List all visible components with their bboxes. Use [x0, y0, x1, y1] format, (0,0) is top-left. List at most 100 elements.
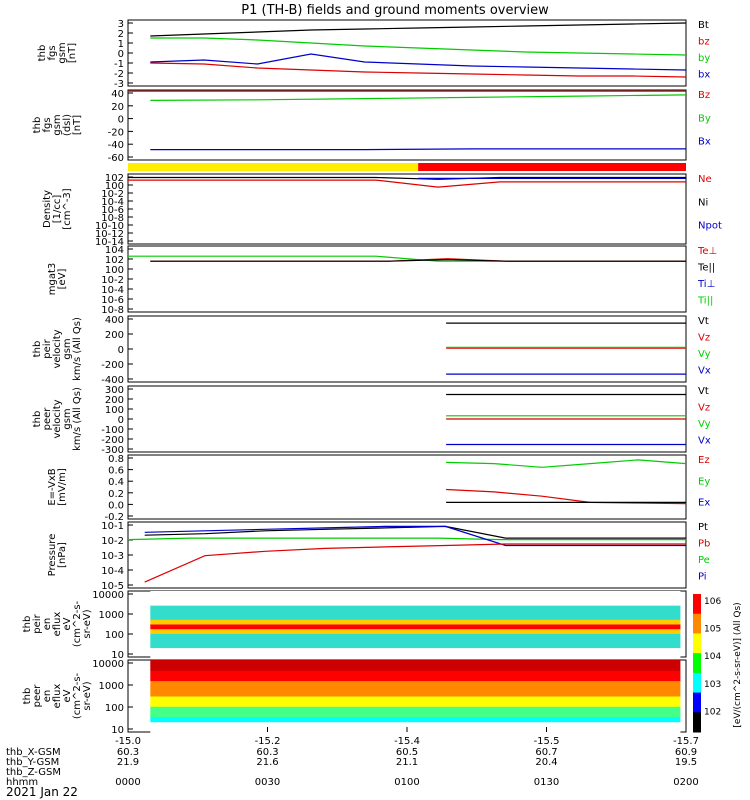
legend-entry: Pi — [698, 572, 707, 583]
y-tick-label: 102 — [105, 173, 124, 184]
x-row-value: 21.6 — [256, 757, 278, 768]
x-row-label: thb_Y-GSM — [6, 757, 59, 768]
legend-entry: Vt — [698, 316, 709, 327]
series-Ne — [128, 179, 686, 188]
y-tick-label: 100 — [105, 703, 124, 714]
series-bz — [150, 62, 687, 78]
legend-entry: Ti|| — [697, 296, 713, 307]
y-tick-label: 104 — [105, 245, 124, 256]
heatmap-row — [150, 628, 681, 634]
colorbar-band — [693, 594, 701, 615]
y-tick-label: -400 — [101, 375, 124, 386]
mode-bar-segment — [128, 163, 419, 171]
heatmap-row — [150, 696, 681, 702]
y-axis-label: [nPa] — [57, 542, 68, 568]
y-axis-label: [eV] — [57, 269, 68, 290]
y-axis-label: [mV/m] — [57, 468, 68, 506]
y-tick-label: 10-14 — [95, 237, 124, 248]
y-axis-label: gsm — [62, 338, 73, 359]
colorbar-label: [eV/(cm^2-s-sr-eV)] (All Qs) — [733, 602, 743, 727]
y-tick-label: -0.2 — [104, 512, 124, 523]
series-Te|| — [150, 259, 686, 262]
y-tick-label: 200 — [105, 330, 124, 341]
y-axis-label: eflux — [52, 684, 63, 709]
y-tick-label: 10-2 — [101, 275, 124, 286]
y-axis-label: Density — [42, 190, 53, 228]
legend-entry: Vy — [698, 419, 711, 430]
legend-entry: Vx — [698, 436, 711, 447]
x-tick-label: -15.2 — [255, 736, 281, 747]
x-axis: -15.0 -15.2 -15.4 -15.5 -15.7 thb_X-GSM 60.3 60… — [6, 727, 699, 788]
heatmap-row — [150, 721, 681, 728]
x-row-value: 0030 — [255, 777, 280, 788]
legend-entry: Bx — [698, 137, 711, 148]
x-row-value: 21.1 — [396, 757, 418, 768]
y-tick-label: 10000 — [92, 659, 124, 670]
y-axis-label: E=-VxB — [47, 468, 58, 505]
heatmap-row — [150, 652, 681, 658]
y-tick-label: 0 — [118, 49, 124, 60]
y-axis-label: sr-eV) — [82, 609, 93, 638]
y-tick-label: -3 — [114, 79, 124, 90]
x-row-value: 60.5 — [396, 747, 418, 758]
heatmap-row — [150, 633, 681, 639]
y-tick-label: 10-2 — [101, 189, 124, 200]
series-Pb — [144, 543, 686, 583]
heatmap-row — [150, 670, 681, 676]
y-axis-label: peir — [42, 338, 53, 358]
heatmap-row — [150, 701, 681, 707]
y-tick-label: 200 — [105, 395, 124, 406]
y-axis-label: velocity — [52, 399, 63, 438]
y-axis-label: Pressure — [47, 534, 58, 577]
panel-fgs_dsl: 40 20 0-20 -40 -60 thb fgs gsm (dsl) [nT] Bz By Bx — [32, 89, 711, 164]
series-Bx — [150, 148, 686, 151]
y-tick-label: 0.2 — [108, 489, 124, 500]
y-axis-label: (cm^2-s- — [72, 672, 83, 719]
legend-entry: Te|| — [697, 263, 715, 274]
series-Pi — [144, 525, 686, 547]
panel-peer_eflux: 10000 1000 100 10 thb peer en eflux eV (cm^2-s-sr… — [22, 659, 687, 736]
y-axis-label: [cm^-3] — [62, 188, 73, 229]
y-tick-label: 102 — [105, 255, 124, 266]
legend-entry: Vz — [698, 333, 710, 344]
y-axis-label: thb — [22, 616, 33, 633]
legend-entry: Bt — [698, 20, 709, 31]
x-row-value: 60.7 — [535, 747, 557, 758]
heatmap-row — [150, 638, 681, 644]
y-tick-label: 10-6 — [101, 205, 124, 216]
y-axis-label: thb — [22, 688, 33, 705]
y-tick-label: 10-8 — [101, 305, 124, 316]
y-tick-label: -20 — [108, 127, 124, 138]
legend-entry: Ti⊥ — [697, 279, 715, 290]
heatmap-row — [150, 619, 681, 625]
x-row-label: thb_X-GSM — [6, 747, 61, 758]
date-label: 2021 Jan 22 — [6, 785, 78, 799]
y-tick-label: 0 — [118, 415, 124, 426]
y-tick-label: 10-3 — [101, 551, 124, 562]
y-tick-label: 10-5 — [101, 581, 124, 592]
heatmap-row — [150, 680, 681, 687]
y-axis-label: eflux — [52, 612, 63, 637]
series-Ey — [446, 459, 687, 468]
legend-entry: By — [698, 113, 711, 124]
x-tick-label: -15.0 — [115, 736, 141, 747]
heatmap-row — [150, 716, 681, 723]
colorbar-band — [693, 672, 701, 694]
y-axis-label: [nT] — [72, 115, 83, 135]
y-axis-label: thb — [32, 341, 43, 358]
legend-entry: by — [698, 53, 710, 64]
x-row-value: 60.3 — [256, 747, 278, 758]
legend-entry: Ni — [698, 197, 708, 208]
y-tick-label: 100 — [105, 405, 124, 416]
legend-entry: bz — [698, 37, 710, 48]
y-tick-label: 3 — [118, 19, 124, 30]
y-tick-label: -200 — [101, 360, 124, 371]
series-bx — [150, 53, 687, 71]
y-tick-label: 1000 — [99, 610, 124, 621]
y-axis-label: thb — [37, 45, 48, 62]
x-row-label: thb_Z-GSM — [6, 767, 61, 778]
y-axis-label: sr-eV) — [82, 681, 93, 710]
